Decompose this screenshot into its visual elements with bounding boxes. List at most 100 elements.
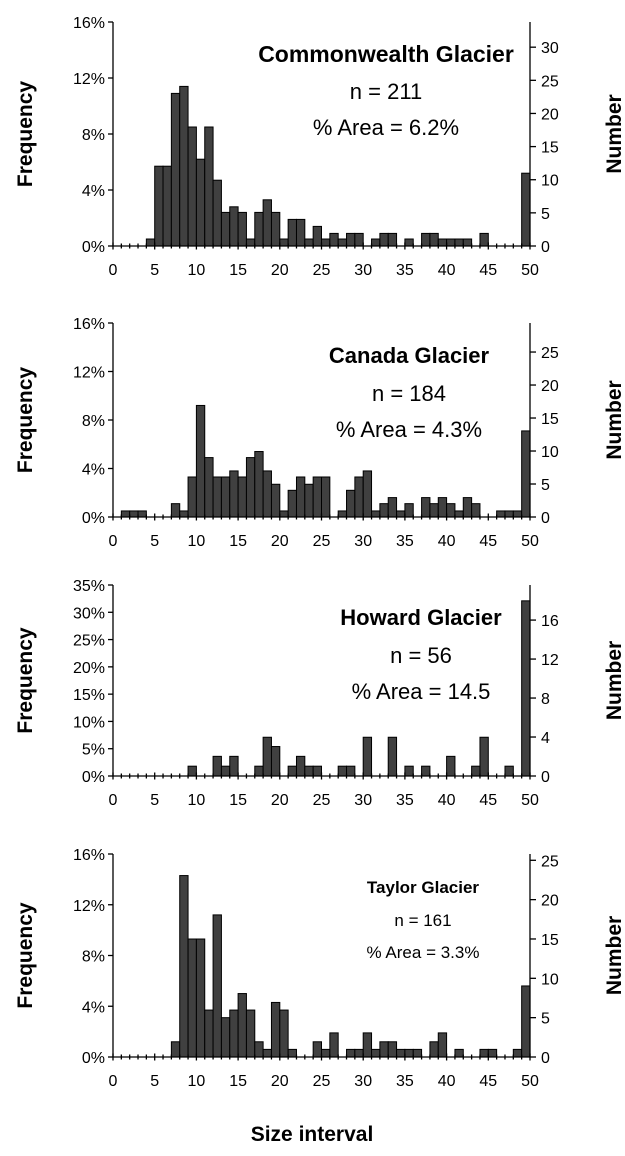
y2-tick-label-2-1: 5 <box>541 477 550 494</box>
y2-tick-label-1-3: 15 <box>541 140 559 157</box>
bar-2-9 <box>179 510 189 518</box>
bar-2-17 <box>245 457 256 518</box>
bar-1-45 <box>479 232 489 247</box>
bar-2-14 <box>220 476 231 518</box>
panel-title-1: Commonwealth Glacier <box>258 41 514 67</box>
x-tick-label-2-3: 15 <box>229 533 247 550</box>
x-tick-label-1-4: 20 <box>271 262 289 279</box>
bar-2-31 <box>362 470 373 518</box>
bar-2-41 <box>446 503 456 518</box>
bar-3-36 <box>404 765 414 777</box>
bar-4-33 <box>379 1041 389 1058</box>
x-tick-label-3-1: 5 <box>150 792 159 809</box>
x-tick-label-1-6: 30 <box>354 262 372 279</box>
bar-3-19 <box>262 736 272 777</box>
x-tick-label-4-5: 25 <box>313 1073 331 1090</box>
x-tick-label-2-1: 5 <box>150 533 159 550</box>
bar-1-24 <box>304 238 314 247</box>
y2-tick-label-2-3: 15 <box>541 411 559 428</box>
y2-tick-label-1-1: 5 <box>541 206 550 223</box>
bar-4-40 <box>437 1032 448 1058</box>
y2-axis-title-2: Number <box>603 380 625 459</box>
bar-1-13 <box>212 179 222 247</box>
bar-3-31 <box>362 736 373 777</box>
bar-2-48 <box>504 510 514 518</box>
x-tick-label-3-8: 40 <box>438 792 456 809</box>
y-tick-label-2-1: 4% <box>82 462 105 479</box>
y2-tick-label-1-0: 0 <box>541 239 550 256</box>
y-tick-label-2-0: 0% <box>82 510 105 527</box>
x-tick-label-1-2: 10 <box>188 262 206 279</box>
x-tick-label-4-2: 10 <box>188 1073 206 1090</box>
y-tick-label-3-1: 5% <box>82 742 105 759</box>
bar-2-26 <box>321 476 331 518</box>
bar-1-16 <box>237 211 247 247</box>
bar-2-42 <box>454 510 464 518</box>
bar-2-38 <box>421 497 431 518</box>
y2-tick-label-2-0: 0 <box>541 510 550 527</box>
bar-4-15 <box>229 1009 239 1058</box>
y2-tick-label-1-5: 25 <box>541 73 559 90</box>
bar-1-10 <box>187 126 197 247</box>
bar-2-30 <box>354 476 364 518</box>
x-tick-label-3-5: 25 <box>313 792 331 809</box>
bar-2-19 <box>262 470 272 518</box>
bar-1-26 <box>321 238 331 247</box>
bar-4-12 <box>204 1009 214 1058</box>
bar-1-11 <box>195 158 206 247</box>
bar-2-44 <box>471 503 481 518</box>
bar-3-48 <box>504 765 514 777</box>
bar-4-36 <box>404 1048 414 1058</box>
y-tick-label-1-0: 0% <box>82 239 105 256</box>
bar-4-20 <box>270 1001 281 1058</box>
annotation-1-1: n = 211 <box>350 79 422 104</box>
bar-2-18 <box>254 451 264 518</box>
annotation-1-3: n = 56 <box>390 643 452 668</box>
y-tick-label-3-5: 25% <box>73 633 105 650</box>
bar-2-11 <box>195 404 206 518</box>
y-axis-title-1: Frequency <box>14 81 37 188</box>
bar-2-10 <box>187 476 197 518</box>
y2-tick-label-2-4: 20 <box>541 378 559 395</box>
x-tick-label-2-8: 40 <box>438 533 456 550</box>
bar-3-28 <box>337 765 348 777</box>
bar-4-22 <box>287 1048 297 1058</box>
bar-3-18 <box>254 765 264 777</box>
bar-2-13 <box>212 476 222 518</box>
bar-1-27 <box>329 232 339 247</box>
bar-1-43 <box>462 238 473 247</box>
y2-tick-label-4-3: 15 <box>541 932 559 949</box>
annotation-2-1: % Area = 6.2% <box>313 115 459 140</box>
y2-tick-label-4-5: 25 <box>541 853 559 870</box>
bar-1-32 <box>371 238 381 247</box>
x-tick-label-1-3: 15 <box>229 262 247 279</box>
y2-tick-label-1-2: 10 <box>541 173 559 190</box>
bar-4-8 <box>170 1041 181 1058</box>
y2-axis-title-4: Number <box>603 916 625 995</box>
x-tick-label-3-6: 30 <box>354 792 372 809</box>
y2-axis-title-1: Number <box>603 94 625 173</box>
bar-4-13 <box>212 914 222 1058</box>
bar-2-32 <box>371 510 381 518</box>
bar-1-9 <box>179 85 189 247</box>
y-tick-label-1-4: 16% <box>73 15 105 32</box>
bar-2-21 <box>279 510 289 518</box>
bar-2-43 <box>462 497 473 518</box>
bar-3-24 <box>304 765 314 777</box>
bar-3-14 <box>220 765 231 777</box>
x-tick-label-3-3: 15 <box>229 792 247 809</box>
bar-1-19 <box>262 199 272 247</box>
bar-4-14 <box>220 1017 231 1058</box>
x-tick-label-4-7: 35 <box>396 1073 414 1090</box>
bar-1-17 <box>245 238 256 247</box>
y2-tick-label-1-4: 20 <box>541 106 559 123</box>
bar-2-40 <box>437 497 448 518</box>
x-tick-label-1-9: 45 <box>479 262 497 279</box>
bar-4-34 <box>387 1041 398 1058</box>
bar-2-28 <box>337 510 348 518</box>
bar-3-25 <box>312 765 323 777</box>
bar-4-25 <box>312 1041 323 1058</box>
bar-4-30 <box>354 1048 364 1058</box>
x-axis-title: Size interval <box>251 1123 374 1146</box>
